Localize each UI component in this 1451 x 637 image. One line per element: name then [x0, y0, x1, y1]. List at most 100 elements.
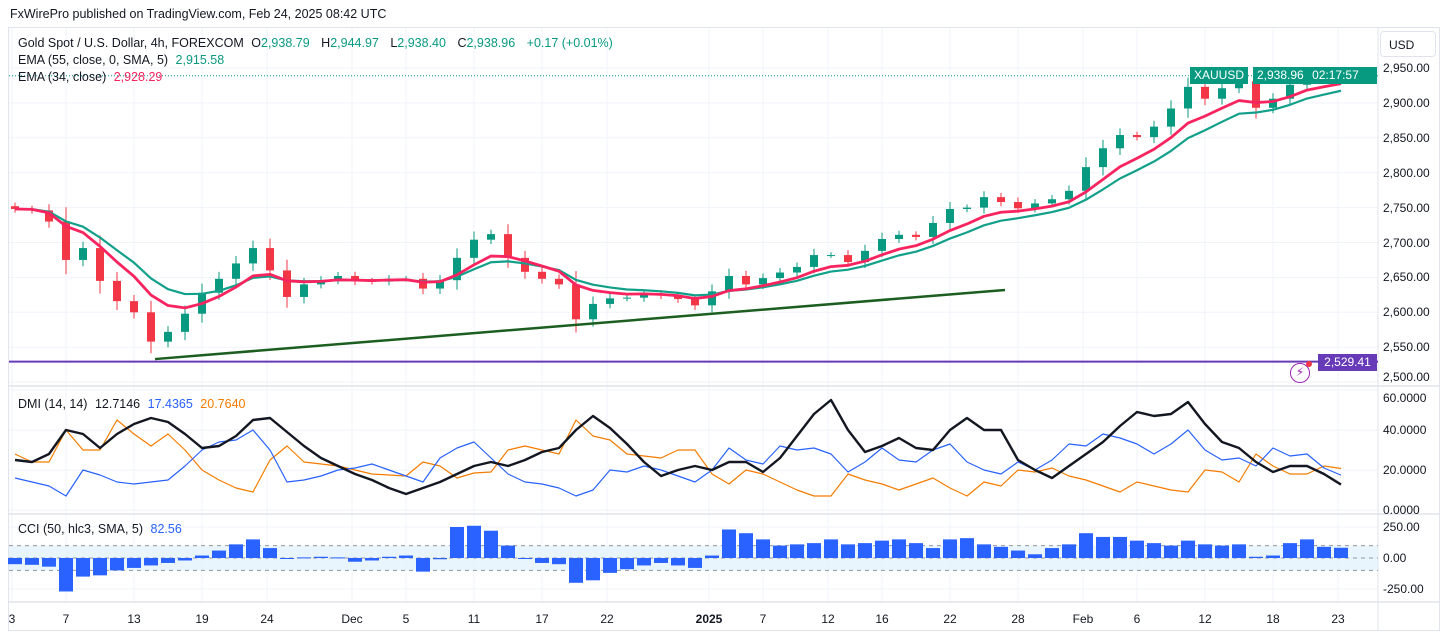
- last-price: 2,938.96: [1257, 68, 1304, 82]
- cci-bar: [1164, 545, 1178, 558]
- lightning-alert-icon[interactable]: ⚡︎: [1290, 361, 1312, 383]
- hline-price-badge: 2,529.41: [1318, 354, 1377, 371]
- cci-bar: [1147, 543, 1161, 558]
- time-tick-label: 28: [1011, 612, 1025, 626]
- candle-body: [11, 206, 19, 209]
- low-value: 2,938.40: [397, 36, 446, 50]
- pane-separators: [9, 28, 1440, 631]
- time-tick-label: Dec: [341, 612, 363, 626]
- cci-bar: [790, 544, 804, 558]
- candle-body: [487, 234, 495, 240]
- open-label: O: [251, 36, 261, 50]
- cci-bar: [773, 545, 787, 558]
- cci-bar: [297, 557, 311, 559]
- time-tick-label: 12: [1198, 612, 1212, 626]
- dmi-minus-value: 20.7640: [200, 397, 246, 411]
- cci-bar: [1300, 539, 1314, 558]
- candle-body: [776, 272, 784, 279]
- cci-bar: [586, 558, 600, 581]
- cci-bar: [518, 558, 532, 559]
- ema34-legend[interactable]: EMA (34, close) 2,928.29: [18, 70, 166, 84]
- cci-bar: [501, 545, 515, 558]
- time-tick-label: 22: [600, 612, 614, 626]
- candle-body: [1082, 167, 1090, 191]
- cci-legend[interactable]: CCI (50, hlc3, SMA, 5) 82.56: [18, 522, 186, 536]
- price-tick-label: 2,900.00: [1383, 95, 1430, 110]
- cci-bar: [280, 558, 294, 559]
- candle-body: [691, 299, 699, 306]
- cci-value: 82.56: [150, 522, 182, 536]
- dmi-legend[interactable]: DMI (14, 14) 12.7146 17.4365 20.7640: [18, 397, 249, 411]
- time-tick-label: 3: [8, 612, 16, 626]
- cci-bar: [892, 539, 906, 558]
- candle-body: [1167, 108, 1175, 127]
- candle-body: [844, 255, 852, 263]
- price-tick-label: 2,850.00: [1383, 130, 1430, 145]
- candle-body: [572, 284, 580, 320]
- price-tick-label: 2,750.00: [1383, 200, 1430, 215]
- cci-bar: [1249, 556, 1263, 558]
- dmi-label: DMI (14, 14): [18, 397, 88, 411]
- cci-bar: [552, 558, 566, 565]
- cci-bar: [212, 550, 226, 558]
- price-tick-label: 2,650.00: [1383, 270, 1430, 285]
- time-tick-label: 5: [402, 612, 410, 626]
- time-tick-label: 11: [467, 612, 481, 626]
- time-tick-label: 13: [127, 612, 141, 626]
- cci-bar: [1096, 536, 1110, 558]
- candle-body: [674, 295, 682, 300]
- cci-bar: [705, 555, 719, 558]
- candle-body: [419, 278, 427, 289]
- price-pane: [9, 67, 1378, 363]
- time-tick-label: 18: [1266, 612, 1280, 626]
- cci-bar: [875, 540, 889, 558]
- price-tick-label: 2,700.00: [1383, 235, 1430, 250]
- candle-body: [164, 331, 172, 342]
- candle-body: [980, 197, 988, 208]
- cci-bar: [25, 558, 39, 565]
- published-caption: FxWirePro published on TradingView.com, …: [10, 7, 387, 21]
- ema55-line: [14, 89, 1342, 297]
- cci-bar: [1198, 544, 1212, 558]
- cci-bar: [1317, 546, 1331, 558]
- candle-body: [470, 239, 478, 258]
- cci-bar: [178, 558, 192, 561]
- time-tick-label: 22: [943, 612, 957, 626]
- currency-button[interactable]: USD: [1380, 31, 1436, 57]
- dmi-plus-di-line: [14, 429, 1342, 497]
- dmi-minus-di-line: [14, 419, 1342, 497]
- candle-body: [283, 270, 291, 297]
- cci-bar: [943, 539, 957, 558]
- close-label: C: [457, 36, 467, 50]
- cci-bar: [1045, 548, 1059, 558]
- candle-body: [113, 280, 121, 302]
- cci-bar: [314, 556, 328, 558]
- trendline: [154, 288, 1006, 361]
- cci-bar: [841, 544, 855, 558]
- candle-body: [45, 210, 53, 222]
- dmi-tick-label: 20.0000: [1383, 463, 1427, 477]
- candle-body: [215, 278, 223, 293]
- cci-bar: [1283, 543, 1297, 558]
- cci-bar: [229, 544, 243, 558]
- time-tick-label: Feb: [1072, 612, 1094, 626]
- candle-body: [62, 221, 70, 260]
- candle-body: [436, 280, 444, 289]
- time-tick-label: 6: [1133, 612, 1141, 626]
- price-tick-label: 2,550.00: [1383, 340, 1430, 355]
- cci-bar: [807, 543, 821, 558]
- close-value: 2,938.96: [466, 36, 516, 50]
- candle-body: [266, 248, 274, 271]
- change-value: +0.17 (+0.01%): [526, 36, 613, 50]
- candle-body: [147, 312, 155, 342]
- cci-label: CCI (50, hlc3, SMA, 5): [18, 522, 144, 536]
- candle-body: [912, 234, 920, 237]
- last-price-badge: 2,938.96 02:17:57: [1253, 67, 1377, 84]
- cci-bar: [688, 558, 702, 568]
- ema55-legend[interactable]: EMA (55, close, 0, SMA, 5) 2,915.58: [18, 53, 228, 67]
- cci-bar: [110, 558, 124, 571]
- ema34-label: EMA (34, close): [18, 70, 107, 84]
- cci-bar: [994, 546, 1008, 558]
- candle-body: [1133, 135, 1141, 138]
